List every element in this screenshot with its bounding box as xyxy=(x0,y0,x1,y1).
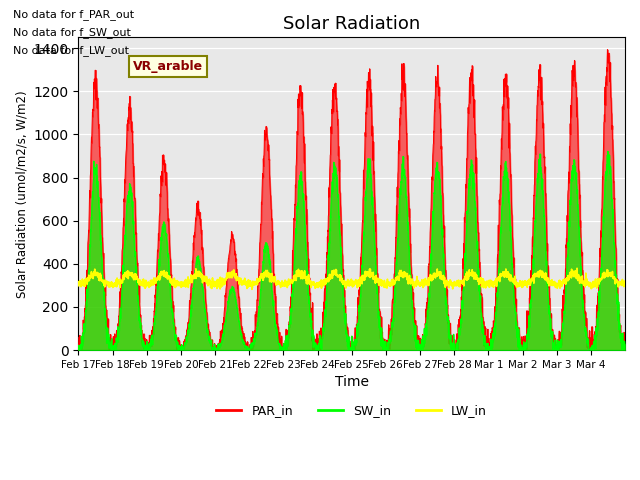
Legend: PAR_in, SW_in, LW_in: PAR_in, SW_in, LW_in xyxy=(211,399,492,422)
Text: No data for f_PAR_out: No data for f_PAR_out xyxy=(13,9,134,20)
Text: No data for f_LW_out: No data for f_LW_out xyxy=(13,45,129,56)
X-axis label: Time: Time xyxy=(335,375,369,389)
Y-axis label: Solar Radiation (umol/m2/s, W/m2): Solar Radiation (umol/m2/s, W/m2) xyxy=(15,90,28,298)
Title: Solar Radiation: Solar Radiation xyxy=(283,15,420,33)
Text: No data for f_SW_out: No data for f_SW_out xyxy=(13,27,131,38)
Text: VR_arable: VR_arable xyxy=(133,60,203,73)
